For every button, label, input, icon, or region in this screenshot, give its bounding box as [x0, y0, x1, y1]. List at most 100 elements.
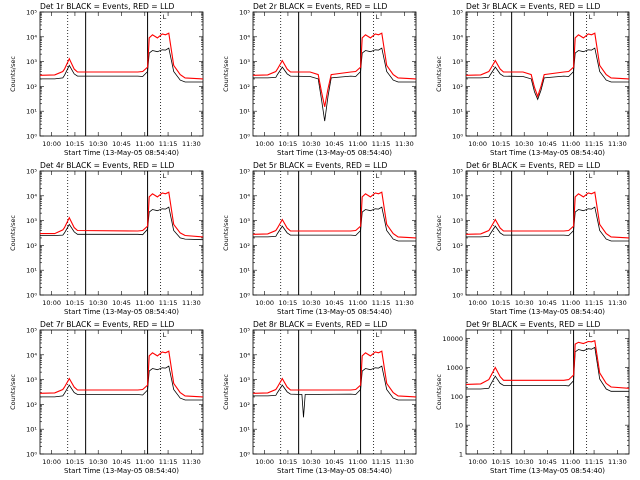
panel-5: Det 5r BLACK = Events, RED = LLD 10⁰ 10¹ 10…: [222, 161, 417, 316]
x-tick-label: 11:00: [135, 140, 154, 148]
lld-series-line: [465, 32, 630, 98]
y-axis-label: Counts/sec: [9, 374, 17, 410]
panel-6: Det 6r BLACK = Events, RED = LLD 10⁰ 10¹ 10…: [435, 161, 630, 316]
x-tick-label: 11:00: [348, 458, 367, 466]
x-tick-label: 11:15: [159, 458, 178, 466]
y-tick-label: 10²: [239, 242, 250, 250]
x-tick-label: 10:45: [538, 299, 557, 307]
y-axis-label: Counts/sec: [9, 56, 17, 92]
y-tick-label: 10⁴: [452, 33, 463, 41]
y-tick-label: 10⁵: [239, 168, 250, 176]
panel-title: Det 8r BLACK = Events, RED = LLD: [253, 320, 388, 329]
lld-series-line: [252, 32, 417, 107]
x-tick-label: 11:00: [348, 299, 367, 307]
x-tick-label: 10:30: [302, 458, 321, 466]
y-tick-label: 1: [459, 451, 463, 459]
x-tick-label: 11:30: [608, 458, 627, 466]
x-tick-label: 10:15: [279, 299, 298, 307]
y-tick-label: 10⁰: [26, 292, 37, 300]
y-tick-label: 10²: [239, 83, 250, 91]
y-tick-label: 10⁰: [239, 133, 250, 141]
x-tick-label: 10:45: [538, 458, 557, 466]
x-tick-label: 10:15: [279, 140, 298, 148]
y-tick-label: 10⁵: [239, 327, 250, 335]
y-axis-label: Counts/sec: [222, 56, 230, 92]
x-tick-label: 11:30: [608, 299, 627, 307]
y-tick-label: 10¹: [239, 108, 250, 116]
x-axis-label: Start Time (13-May-05 08:54:40): [277, 467, 392, 475]
y-tick-label: 10¹: [239, 267, 250, 275]
x-tick-label: 11:30: [395, 299, 414, 307]
y-tick-label: 10¹: [452, 267, 463, 275]
y-tick-label: 10⁰: [239, 451, 250, 459]
panel-title: Det 2r BLACK = Events, RED = LLD: [253, 2, 388, 11]
y-tick-label: 10¹: [452, 108, 463, 116]
x-tick-label: 11:00: [561, 299, 580, 307]
events-series-line: [40, 365, 203, 401]
y-tick-label: 10²: [26, 242, 37, 250]
x-tick-label: 10:15: [492, 458, 511, 466]
lld-series-line: [39, 350, 204, 398]
y-tick-label: 10²: [26, 83, 37, 91]
x-tick-label: 10:45: [112, 458, 131, 466]
y-tick-label: 10⁵: [26, 168, 37, 176]
y-tick-label: 10³: [452, 58, 463, 66]
x-tick-label: 10:30: [89, 140, 108, 148]
y-tick-label: 10000: [442, 335, 463, 343]
events-series-line: [253, 47, 416, 122]
y-tick-label: 10³: [239, 58, 250, 66]
x-tick-label: 10:30: [302, 299, 321, 307]
panel-title: Det 6r BLACK = Events, RED = LLD: [466, 161, 601, 170]
x-axis-label: Start Time (13-May-05 08:54:40): [490, 308, 605, 316]
x-tick-label: 10:30: [302, 140, 321, 148]
y-tick-label: 1000: [446, 364, 463, 372]
panel-4: Det 4r BLACK = Events, RED = LLD 10⁰ 10¹ 10…: [9, 161, 204, 316]
x-axis-label: Start Time (13-May-05 08:54:40): [64, 308, 179, 316]
x-axis-label: Start Time (13-May-05 08:54:40): [277, 149, 392, 157]
x-tick-label: 10:15: [66, 458, 85, 466]
x-tick-label: 10:00: [255, 458, 274, 466]
marker-label: L: [589, 172, 593, 180]
events-series-line: [253, 365, 416, 418]
y-tick-label: 10²: [452, 242, 463, 250]
x-tick-label: 11:00: [561, 458, 580, 466]
y-tick-label: 10⁴: [239, 351, 250, 359]
y-tick-label: 10³: [452, 217, 463, 225]
x-tick-label: 10:45: [325, 458, 344, 466]
y-tick-label: 10³: [26, 58, 37, 66]
panel-title: Det 5r BLACK = Events, RED = LLD: [253, 161, 388, 170]
x-tick-label: 10:30: [515, 458, 534, 466]
x-axis-label: Start Time (13-May-05 08:54:40): [490, 467, 605, 475]
y-tick-label: 10⁴: [26, 351, 37, 359]
panel-title: Det 4r BLACK = Events, RED = LLD: [40, 161, 175, 170]
y-axis-label: Counts/sec: [222, 215, 230, 251]
y-tick-label: 10⁴: [239, 192, 250, 200]
panel-2: Det 2r BLACK = Events, RED = LLD 10⁰ 10¹ 10…: [222, 2, 417, 157]
x-tick-label: 11:00: [561, 140, 580, 148]
x-tick-label: 11:30: [182, 140, 201, 148]
y-tick-label: 10⁵: [452, 9, 463, 17]
x-tick-label: 10:45: [538, 140, 557, 148]
panel-3: Det 3r BLACK = Events, RED = LLD 10⁰ 10¹ 10…: [435, 2, 630, 157]
x-tick-label: 11:15: [585, 140, 604, 148]
y-tick-label: 10³: [239, 376, 250, 384]
x-tick-label: 10:30: [89, 299, 108, 307]
events-series-line: [466, 346, 629, 392]
x-tick-label: 10:00: [468, 458, 487, 466]
marker-label: L: [376, 172, 380, 180]
plot-frame: [39, 11, 204, 137]
panel-7: Det 7r BLACK = Events, RED = LLD 10⁰ 10¹ 10…: [9, 320, 204, 475]
x-tick-label: 11:15: [585, 458, 604, 466]
y-axis-label: Counts/sec: [435, 215, 443, 251]
x-tick-label: 10:00: [468, 140, 487, 148]
x-tick-label: 10:30: [515, 140, 534, 148]
x-tick-label: 11:15: [372, 299, 391, 307]
x-axis-label: Start Time (13-May-05 08:54:40): [64, 467, 179, 475]
x-axis-label: Start Time (13-May-05 08:54:40): [64, 149, 179, 157]
x-tick-label: 10:30: [515, 299, 534, 307]
events-series-line: [253, 206, 416, 242]
x-axis-label: Start Time (13-May-05 08:54:40): [277, 308, 392, 316]
y-tick-label: 10: [455, 422, 463, 430]
marker-label: L: [163, 331, 167, 339]
y-tick-label: 10²: [26, 401, 37, 409]
